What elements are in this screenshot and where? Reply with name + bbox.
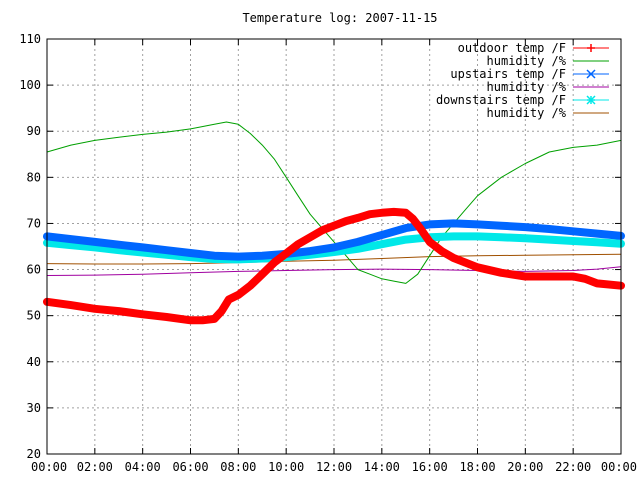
y-tick-label: 30 [27,401,41,415]
legend-marker [586,95,596,105]
legend-label: outdoor temp /F [458,41,566,55]
y-tick-label: 20 [27,447,41,461]
x-tick-label: 06:00 [172,460,208,474]
x-tick-label: 02:00 [77,460,113,474]
x-tick-label: 10:00 [268,460,304,474]
legend-marker [586,69,596,79]
series-line-4 [43,232,625,264]
x-tick-label: 14:00 [364,460,400,474]
y-tick-label: 60 [27,263,41,277]
axis-ticks: 20 30 40 50 60 70 80 90 100 110 00:00 02:00 04:00 06:… [19,32,637,474]
y-tick-label: 100 [19,78,41,92]
legend-label: humidity /% [487,80,567,94]
y-tick-label: 70 [27,216,41,230]
series-line-2 [43,219,625,261]
x-tick-label: 18:00 [459,460,495,474]
x-tick-label: 04:00 [125,460,161,474]
y-tick-label: 50 [27,309,41,323]
series-line-5 [46,253,622,265]
y-tick-label: 40 [27,355,41,369]
legend-label: humidity /% [487,54,567,68]
x-tick-label: 22:00 [555,460,591,474]
y-tick-label: 80 [27,170,41,184]
grid-lines [47,39,621,454]
y-tick-label: 110 [19,32,41,46]
series-layer [43,121,625,325]
legend-label: upstairs temp /F [450,67,566,81]
legend-label: downstairs temp /F [436,93,566,107]
legend-label: humidity /% [487,106,567,120]
chart-title: Temperature log: 2007-11-15 [242,11,437,25]
x-tick-label: 20:00 [507,460,543,474]
y-tick-label: 90 [27,124,41,138]
x-tick-label: 00:00 [601,460,637,474]
x-tick-label: 00:00 [31,460,67,474]
x-tick-label: 12:00 [316,460,352,474]
legend-marker [587,44,595,52]
x-tick-label: 16:00 [412,460,448,474]
x-tick-label: 08:00 [220,460,256,474]
series-line-0 [43,207,625,325]
